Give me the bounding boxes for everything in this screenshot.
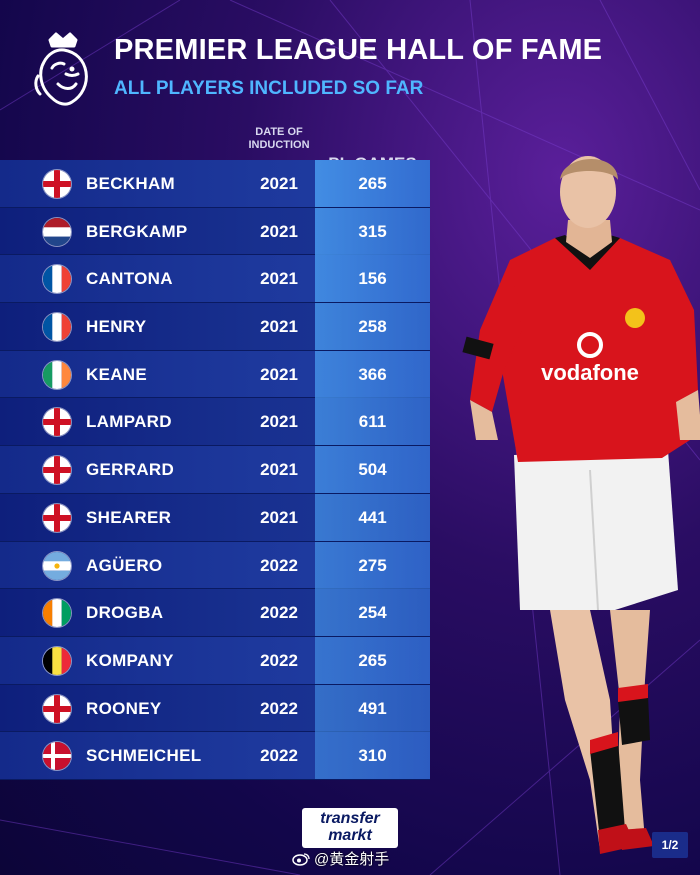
table-row: ROONEY 2022 491 [0,684,430,733]
pl-games: 310 [315,732,430,780]
pl-games: 254 [315,589,430,637]
induction-year: 2022 [260,603,298,623]
table-row: SHEARER 2021 441 [0,493,430,542]
watermark-text: @黄金射手 [314,851,390,868]
table-row: KEANE 2021 366 [0,350,430,399]
table-row: AGÜERO 2022 275 [0,541,430,590]
induction-year: 2022 [260,555,298,575]
column-header-induction: DATE OF INDUCTION [243,126,315,152]
column-header-induction-line1: DATE OF [255,126,303,138]
pl-games: 611 [315,398,430,446]
table-row: SCHMEICHEL 2022 310 [0,732,430,780]
player-name: GERRARD [86,460,175,480]
pl-games: 504 [315,446,430,494]
pl-games: 366 [315,350,430,398]
table-row: HENRY 2021 258 [0,303,430,351]
page-subtitle: ALL PLAYERS INCLUDED SO FAR [114,78,424,99]
player-name: BERGKAMP [86,221,188,241]
denmark-flag-icon [43,742,71,771]
column-header-induction-line2: INDUCTION [248,139,310,151]
player-name: SHEARER [86,507,172,527]
brand-line1: transfer [320,810,380,827]
table-row: CANTONA 2021 156 [0,255,430,304]
induction-year: 2021 [260,221,298,241]
pl-games: 315 [315,207,430,255]
watermark: @黄金射手 [292,848,389,869]
induction-year: 2021 [260,507,298,527]
player-name: SCHMEICHEL [86,746,202,766]
player-name: HENRY [86,317,147,337]
ivory-coast-flag-icon [43,599,71,628]
ireland-flag-icon [43,360,71,389]
pl-games: 156 [315,255,430,303]
induction-year: 2022 [260,650,298,670]
player-name: BECKHAM [86,174,175,193]
pl-games: 265 [315,636,430,684]
induction-year: 2022 [260,746,298,766]
player-photo: vodafone [462,156,700,854]
induction-year: 2022 [260,698,298,718]
england-flag-icon [43,503,71,532]
player-name: AGÜERO [86,555,163,575]
england-flag-icon [43,694,71,723]
pl-games: 275 [315,541,430,589]
induction-year: 2021 [260,460,298,480]
player-name: KEANE [86,364,148,384]
table-row: KOMPANY 2022 265 [0,636,430,685]
table-row: BERGKAMP 2021 315 [0,207,430,256]
induction-year: 2021 [260,317,298,337]
brand-line2: markt [328,827,372,844]
england-flag-icon [43,456,71,485]
player-name: ROONEY [86,698,162,718]
table-row: LAMPARD 2021 611 [0,398,430,447]
player-name: KOMPANY [86,650,174,670]
belgium-flag-icon [43,646,71,675]
pl-games: 258 [315,303,430,351]
france-flag-icon [43,313,71,342]
pl-games: 441 [315,493,430,541]
hall-of-fame-table: BECKHAM 2021 265 BERGKAMP 2021 315 CANTONA 2021… [0,160,430,780]
pl-games: 265 [315,160,430,207]
weibo-icon [292,853,310,866]
induction-year: 2021 [260,269,298,289]
page-indicator: 1/2 [652,832,688,858]
france-flag-icon [43,265,71,294]
transfermarkt-logo: transfer markt [302,808,398,848]
induction-year: 2021 [260,364,298,384]
england-flag-icon [43,170,71,198]
premier-league-lion-icon [34,32,88,106]
induction-year: 2021 [260,174,298,193]
argentina-flag-icon [43,551,71,580]
player-name: LAMPARD [86,412,172,432]
table-row: DROGBA 2022 254 [0,589,430,637]
england-flag-icon [43,408,71,437]
induction-year: 2021 [260,412,298,432]
shirt-sponsor: vodafone [541,360,639,385]
pl-games: 491 [315,684,430,732]
page-title: PREMIER LEAGUE HALL OF FAME [114,34,603,66]
netherlands-flag-icon [43,217,71,246]
player-name: DROGBA [86,603,164,623]
table-row: GERRARD 2021 504 [0,446,430,494]
player-name: CANTONA [86,269,173,289]
header: PREMIER LEAGUE HALL OF FAME ALL PLAYERS … [30,28,690,108]
table-row: BECKHAM 2021 265 [0,160,430,208]
